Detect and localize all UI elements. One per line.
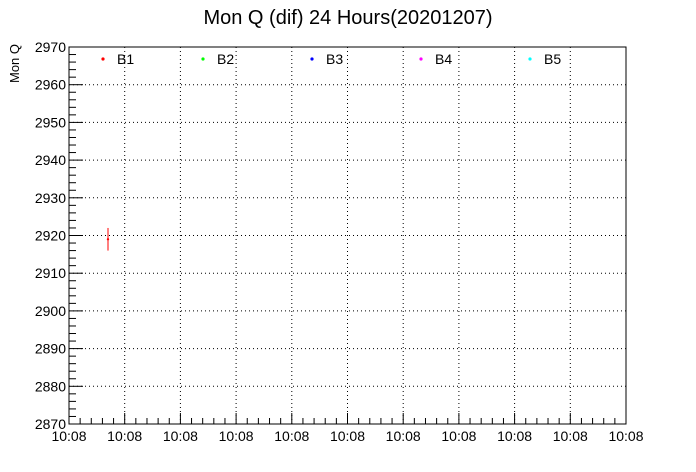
x-tick-label: 10:08 <box>497 428 532 444</box>
x-tick-label: 10:08 <box>553 428 588 444</box>
x-tick-label: 10:08 <box>386 428 421 444</box>
x-axis: 10:08 10:08 10:08 10:08 10:08 10:08 10:08 10:08… <box>51 413 644 444</box>
y-tick-label: 2940 <box>35 152 66 168</box>
x-tick-label: 10:08 <box>107 428 142 444</box>
legend-label: B3 <box>326 51 343 67</box>
data-points <box>106 227 110 251</box>
legend-label: B1 <box>117 51 134 67</box>
legend-marker <box>101 57 105 61</box>
x-tick-label: 10:08 <box>219 428 254 444</box>
chart-title: Mon Q (dif) 24 Hours(20201207) <box>203 7 492 29</box>
legend-marker <box>419 57 423 61</box>
legend-label: B5 <box>544 51 561 67</box>
y-tick-label: 2950 <box>35 114 66 130</box>
x-tick-label: 10:08 <box>441 428 476 444</box>
x-tick-label: 10:08 <box>274 428 309 444</box>
y-tick-label: 2910 <box>35 265 66 281</box>
legend-marker <box>528 57 532 61</box>
x-tick-label: 10:08 <box>330 428 365 444</box>
legend-label: B2 <box>217 51 234 67</box>
x-tick-label: 10:08 <box>163 428 198 444</box>
y-axis: 2870 2880 2890 2900 2910 2920 2930 2940 2950 2960… <box>35 39 83 432</box>
x-tick-label: 10:08 <box>51 428 86 444</box>
y-tick-label: 2870 <box>35 416 66 432</box>
y-axis-label: Mon Q <box>7 44 22 83</box>
y-tick-label: 2930 <box>35 190 66 206</box>
y-tick-label: 2920 <box>35 228 66 244</box>
legend-label: B4 <box>435 51 452 67</box>
y-tick-label: 2900 <box>35 303 66 319</box>
y-tick-label: 2960 <box>35 77 66 93</box>
y-tick-label: 2880 <box>35 378 66 394</box>
legend-marker <box>310 57 314 61</box>
x-tick-label: 10:08 <box>608 428 643 444</box>
grid <box>69 47 626 424</box>
y-tick-label: 2970 <box>35 39 66 55</box>
legend-marker <box>201 57 205 61</box>
y-tick-label: 2890 <box>35 341 66 357</box>
legend: B1 B2 B3 B4 B5 <box>101 51 561 67</box>
data-point <box>106 238 110 241</box>
